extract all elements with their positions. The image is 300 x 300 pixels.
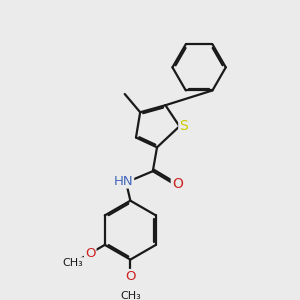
Text: HN: HN xyxy=(113,175,133,188)
Text: S: S xyxy=(179,119,188,133)
Text: O: O xyxy=(125,270,136,283)
Text: O: O xyxy=(85,247,95,260)
Text: O: O xyxy=(172,177,183,191)
Text: CH₃: CH₃ xyxy=(120,291,141,300)
Text: CH₃: CH₃ xyxy=(63,258,84,268)
